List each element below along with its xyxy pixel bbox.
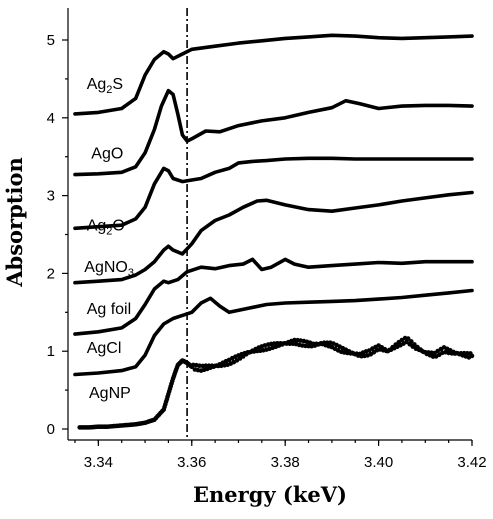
data-point [405, 336, 411, 341]
y-ticks: 0 1 2 3 4 5 [47, 32, 68, 438]
axes-layer [67, 8, 472, 441]
series-line-agcl [73, 288, 474, 377]
series-label-ag-foil: Ag foil [87, 301, 131, 318]
series-line-ago [73, 88, 474, 177]
data-point [409, 339, 414, 344]
series-label-agcl: AgCl [87, 340, 122, 357]
x-tick-label: 3.34 [84, 454, 113, 471]
y-tick-label: 2 [47, 265, 55, 282]
x-ticks: 3.34 3.36 3.38 3.40 3.42 [74, 440, 487, 471]
y-tick-label: 1 [47, 343, 55, 360]
y-tick-label: 3 [47, 188, 55, 205]
series-line-ag2o [73, 156, 474, 231]
series-layer [73, 33, 475, 430]
x-tick-label: 3.38 [271, 454, 300, 471]
data-point [469, 353, 475, 359]
series-line-agno3 [73, 190, 474, 285]
x-tick-label: 3.36 [177, 454, 206, 471]
series-label-agno3: AgNO3 [84, 259, 134, 279]
series-labels: Ag2S AgO Ag2O AgNO3 Ag foil AgCl AgNP [84, 76, 134, 402]
y-tick-label: 4 [47, 110, 55, 127]
x-tick-label: 3.40 [364, 454, 393, 471]
y-tick-label: 5 [47, 32, 55, 49]
series-line-ag2s [73, 33, 474, 116]
series-label-ago: AgO [91, 145, 123, 162]
series-label-agnp: AgNP [89, 385, 131, 402]
x-axis-title: Energy (keV) [193, 482, 347, 507]
series-line-ag-foil [73, 257, 474, 336]
y-tick-label: 0 [47, 421, 55, 438]
series-agnp [77, 335, 475, 430]
series-label-ag2o: Ag2O [87, 218, 125, 238]
series-label-ag2s: Ag2S [87, 76, 123, 96]
y-axis-title: Absorption [2, 157, 27, 288]
data-point [412, 342, 417, 347]
x-tick-label: 3.42 [457, 454, 486, 471]
